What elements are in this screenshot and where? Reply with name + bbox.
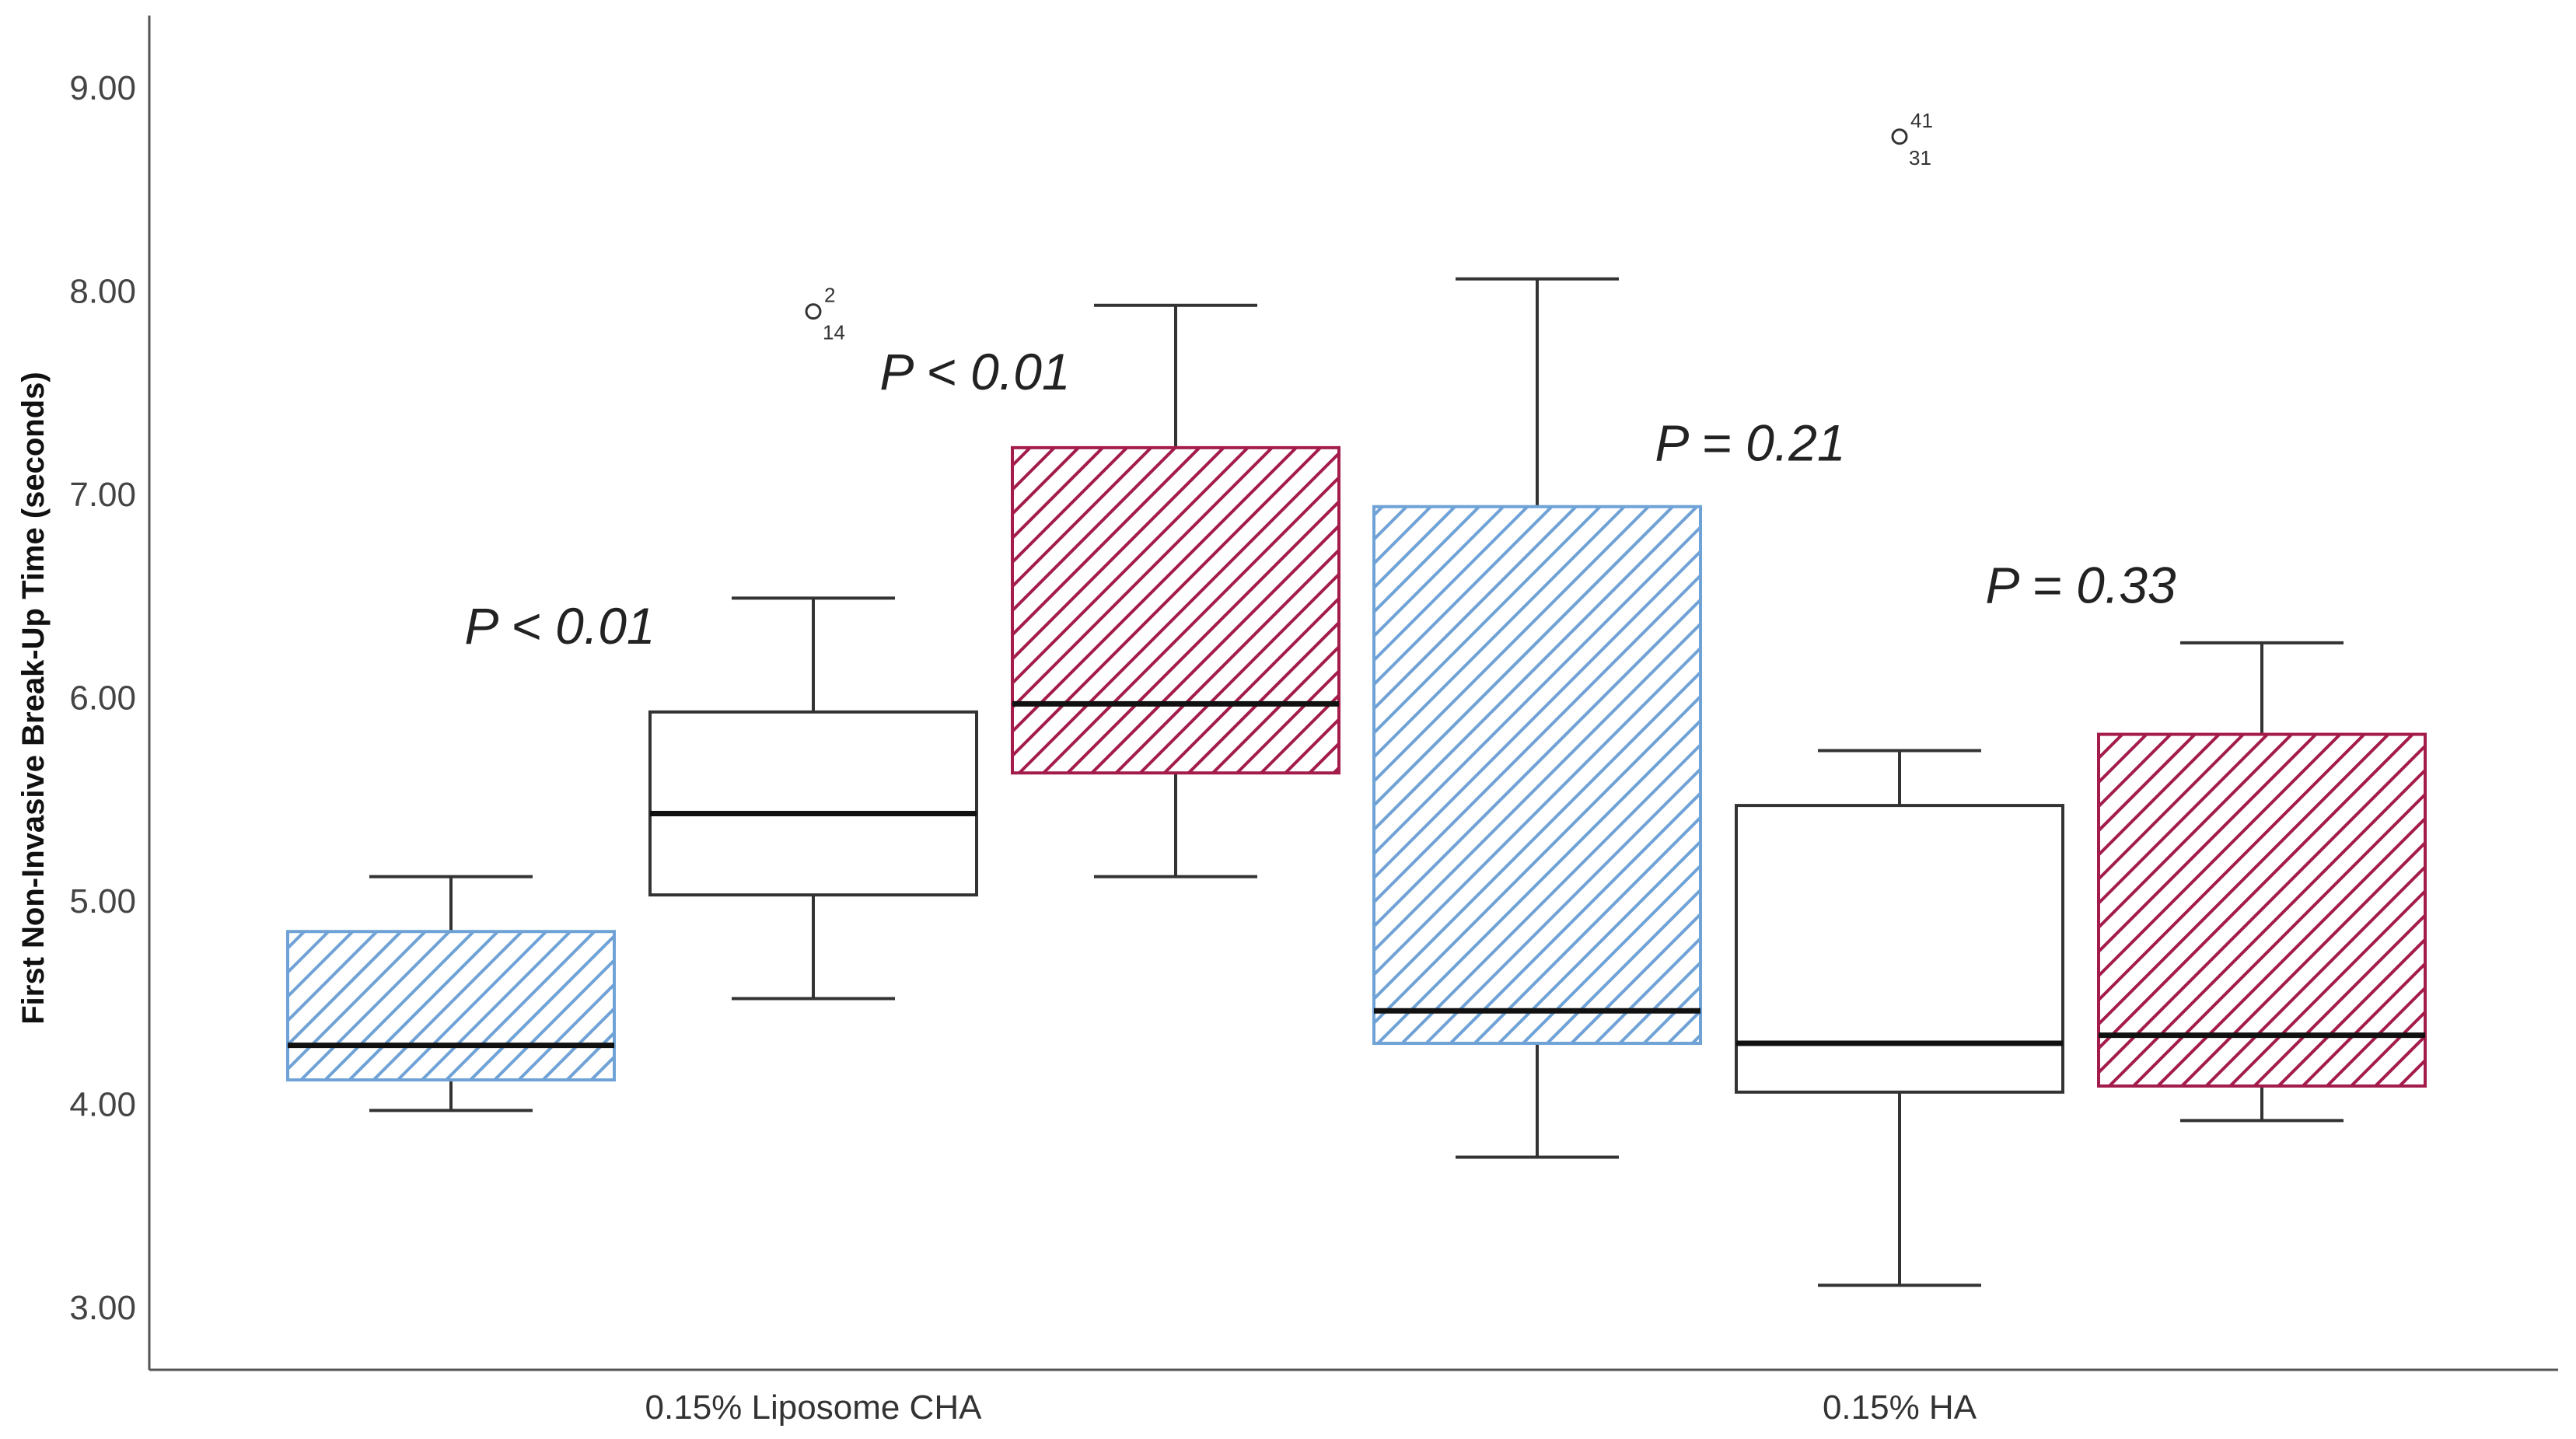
- y-tick-label: 8.00: [69, 273, 136, 311]
- y-tick-label: 4.00: [69, 1086, 136, 1124]
- box-iqr: [1011, 445, 1340, 775]
- box-iqr: [1735, 804, 2064, 1094]
- box-iqr: [648, 710, 978, 897]
- box-blue-hatch: [286, 875, 616, 1112]
- outlier-point: [1891, 128, 1908, 145]
- y-tick-label: 5.00: [69, 882, 136, 920]
- x-category-label: 0.15% HA: [1823, 1388, 1977, 1427]
- p-value-annotation: P = 0.21: [1655, 414, 1845, 472]
- box-white: 41 31: [1735, 109, 2064, 1287]
- box-red-hatch: [2097, 641, 2427, 1123]
- x-category-label: 0.15% Liposome CHA: [645, 1388, 983, 1427]
- outlier-label: 31: [1909, 146, 1931, 169]
- outlier-label: 14: [823, 321, 845, 344]
- boxes: 2 14 41 31: [286, 109, 2427, 1287]
- box-iqr: [2097, 732, 2427, 1088]
- y-tick-label: 3.00: [69, 1289, 136, 1327]
- box-white: 2 14: [648, 284, 978, 1001]
- y-tick-label: 6.00: [69, 679, 136, 718]
- outlier-label: 41: [1910, 109, 1933, 132]
- p-value-annotations: P < 0.01 P < 0.01 P = 0.21 P = 0.33: [464, 343, 2176, 655]
- y-axis-label: First Non-Invasive Break-Up Time (second…: [16, 372, 51, 1025]
- p-value-annotation: P < 0.01: [879, 343, 1070, 400]
- box-red-hatch: [1011, 303, 1340, 878]
- p-value-annotation: P < 0.01: [464, 597, 655, 655]
- box-iqr: [286, 930, 616, 1082]
- y-tick-label: 7.00: [69, 476, 136, 514]
- box-iqr: [1372, 505, 1702, 1046]
- axes: 3.00 4.00 5.00 6.00 7.00 8.00 9.00 First Non-In…: [16, 16, 2558, 1427]
- p-value-annotation: P = 0.33: [1985, 557, 2176, 614]
- outlier-label: 2: [824, 284, 835, 307]
- outlier-point: [805, 303, 822, 320]
- box-blue-hatch: [1372, 277, 1702, 1159]
- y-tick-label: 9.00: [69, 69, 136, 107]
